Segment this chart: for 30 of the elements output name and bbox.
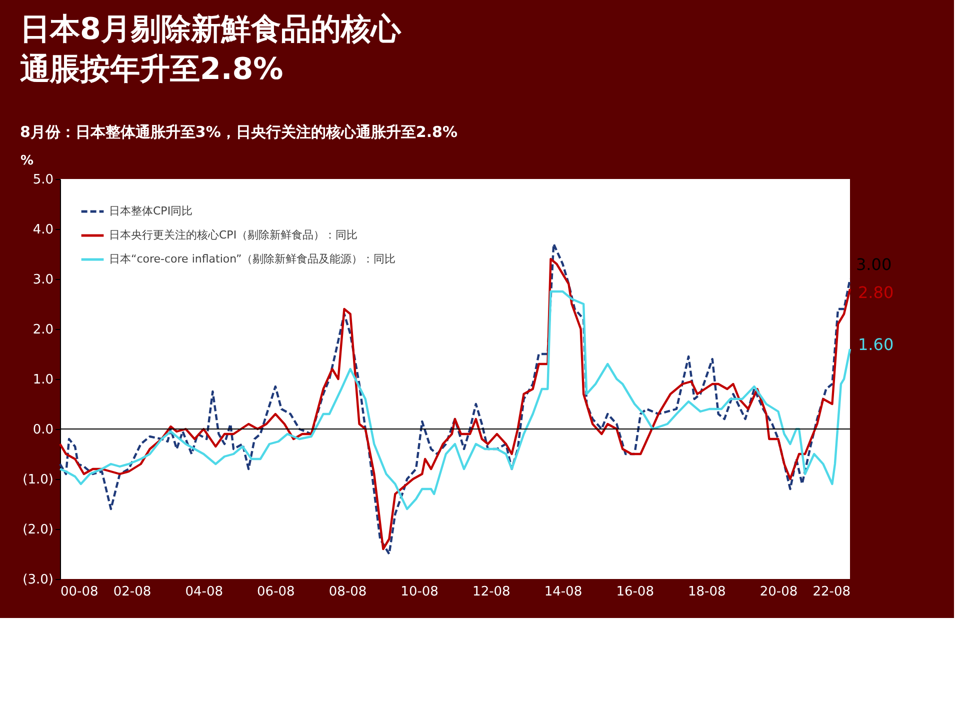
x-tick-label: 16-08 [616, 584, 654, 600]
annotation: 2.80 [858, 283, 894, 302]
x-tick-label: 20-08 [760, 584, 798, 600]
annotation: 1.60 [858, 335, 894, 354]
x-tick-label: 06-08 [257, 584, 295, 600]
x-tick-label: 04-08 [185, 584, 224, 600]
x-tick-label: 18-08 [688, 584, 726, 600]
x-tick-label: 14-08 [544, 584, 582, 600]
y-tick-label: (1.0) [22, 472, 54, 488]
chart-title: 日本8月剔除新鮮食品的核心通脹按年升至2.8% [20, 12, 402, 87]
y-axis-title: % [20, 154, 34, 168]
x-tick-label: 10-08 [400, 584, 438, 600]
legend-label: 日本整体CPI同比 [109, 204, 193, 218]
x-tick-label: 22-08 [812, 584, 850, 600]
y-tick-label: (2.0) [22, 522, 54, 538]
legend-label: 日本央行更关注的核心CPI（剔除新鲜食品）：同比 [109, 228, 358, 242]
y-tick-label: 3.0 [32, 272, 54, 288]
x-tick-label: 08-08 [328, 584, 367, 600]
x-tick-label: 00-08 [60, 584, 98, 600]
x-tick-label: 12-08 [472, 584, 510, 600]
legend-label: 日本“core-core inflation”（剔除新鲜食品及能源）：同比 [109, 252, 396, 266]
y-tick-label: (3.0) [22, 572, 54, 588]
annotation: 3.00 [856, 255, 892, 274]
y-tick-label: 1.0 [32, 372, 54, 388]
y-tick-label: 4.0 [32, 222, 54, 238]
chart-subtitle: 8月份：日本整体通胀升至3%，日央行关注的核心通胀升至2.8% [20, 123, 458, 141]
y-tick-label: 2.0 [32, 322, 54, 338]
y-tick-label: 0.0 [32, 422, 54, 438]
x-tick-label: 02-08 [113, 584, 152, 600]
y-tick-label: 5.0 [32, 172, 54, 188]
